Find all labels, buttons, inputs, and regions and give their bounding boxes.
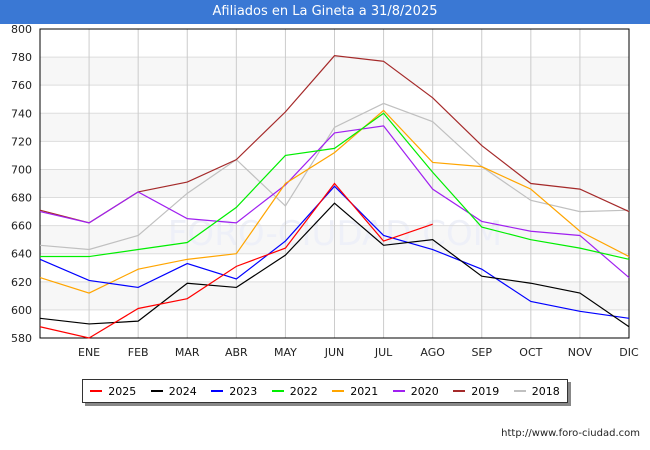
- y-tick-label: 760: [11, 79, 32, 92]
- x-tick-label: ABR: [225, 346, 248, 359]
- legend-item-2018: 2018: [513, 384, 560, 398]
- legend-swatch: [90, 390, 103, 392]
- y-tick-label: 740: [11, 107, 32, 120]
- legend-label: 2022: [289, 384, 318, 398]
- x-tick-label: AGO: [420, 346, 445, 359]
- legend-item-2025: 2025: [90, 385, 136, 398]
- x-tick-label: DIC: [619, 346, 639, 359]
- x-tick-label: JUL: [374, 346, 393, 359]
- x-tick-label: SEP: [471, 346, 492, 359]
- y-tick-label: 580: [11, 332, 32, 345]
- legend-item-2022: 2022: [271, 384, 318, 398]
- x-tick-label: JUN: [324, 346, 345, 359]
- series-line-2020: [39, 125, 630, 279]
- x-tick-label: MAR: [175, 346, 200, 359]
- legend-swatch: [211, 390, 224, 392]
- y-tick-label: 720: [11, 135, 32, 148]
- legend-item-2021: 2021: [332, 385, 378, 398]
- legend-item-2023: 2023: [211, 385, 257, 398]
- x-tick-label: NOV: [568, 346, 593, 359]
- series-line-2018: [39, 102, 630, 251]
- x-tick-label: ENE: [78, 346, 100, 359]
- series-line-2023: [39, 185, 630, 319]
- legend-label: 2023: [229, 384, 258, 398]
- y-tick-label: 660: [11, 220, 32, 233]
- legend-swatch: [513, 390, 526, 392]
- series-line-2024: [39, 202, 630, 328]
- y-tick-label: 600: [11, 304, 32, 317]
- legend-swatch: [453, 390, 466, 392]
- y-tick-label: 780: [11, 51, 32, 64]
- y-tick-label: 620: [11, 276, 32, 289]
- x-tick-label: MAY: [274, 346, 297, 359]
- legend-item-2019: 2019: [453, 385, 499, 398]
- legend-label: 2019: [471, 384, 500, 398]
- series-line-2021: [39, 109, 630, 294]
- legend-label: 2020: [410, 384, 439, 398]
- legend-label: 2021: [350, 384, 379, 398]
- y-tick-label: 800: [11, 23, 32, 36]
- legend-label: 2018: [531, 384, 560, 398]
- x-tick-label: FEB: [128, 346, 149, 359]
- legend-label: 2025: [108, 384, 137, 398]
- legend-item-2024: 2024: [150, 384, 197, 398]
- y-tick-label: 640: [11, 248, 32, 261]
- legend-swatch: [271, 390, 284, 392]
- series-line-2025: [39, 182, 433, 339]
- y-tick-label: 680: [11, 192, 32, 205]
- y-tick-label: 700: [11, 163, 32, 176]
- x-tick-label: OCT: [519, 346, 542, 359]
- series-line-2022: [40, 112, 630, 260]
- legend: 2025 2024 2023 2022 2021 2020 2019 2018: [82, 379, 568, 403]
- source-url: http://www.foro-ciudad.com: [501, 428, 640, 439]
- legend-swatch: [392, 390, 405, 392]
- legend-label: 2024: [168, 384, 197, 398]
- legend-swatch: [150, 390, 163, 392]
- legend-swatch: [332, 390, 345, 392]
- chart-title: Afiliados en La Gineta a 31/8/2025: [0, 0, 650, 24]
- plot-frame: [39, 28, 630, 339]
- legend-item-2020: 2020: [392, 384, 439, 398]
